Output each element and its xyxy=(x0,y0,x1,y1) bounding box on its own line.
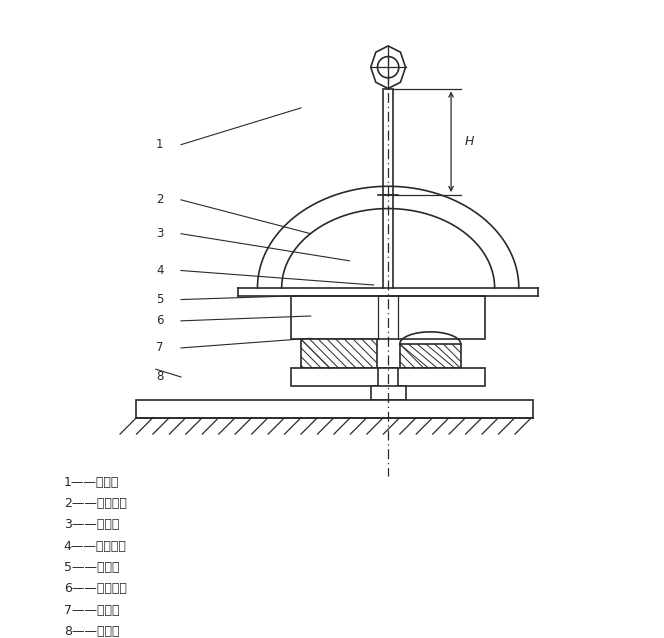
Bar xyxy=(383,89,393,195)
Text: 3: 3 xyxy=(156,227,163,241)
Bar xyxy=(378,368,398,396)
Bar xyxy=(371,386,406,400)
Text: 3——头模；: 3——头模； xyxy=(64,518,120,531)
Text: 8——基座。: 8——基座。 xyxy=(64,625,120,638)
Text: H: H xyxy=(465,135,474,148)
Text: 4——过渡轴；: 4——过渡轴； xyxy=(64,540,127,553)
Text: 2: 2 xyxy=(156,193,163,206)
Text: 8: 8 xyxy=(156,371,163,383)
Bar xyxy=(291,295,485,339)
Text: 2——安全帽；: 2——安全帽； xyxy=(64,497,127,510)
Bar xyxy=(301,339,376,368)
Bar xyxy=(291,368,485,386)
Text: 4: 4 xyxy=(156,264,163,277)
Bar xyxy=(137,400,533,418)
Text: 7——底座；: 7——底座； xyxy=(64,604,120,616)
Text: 1——落锤；: 1——落锤； xyxy=(64,476,120,489)
Text: 5: 5 xyxy=(156,293,163,306)
Text: 6: 6 xyxy=(156,315,163,327)
Text: 5——支架；: 5——支架； xyxy=(64,561,120,574)
Bar xyxy=(400,344,461,368)
Text: 6——传感器；: 6——传感器； xyxy=(64,582,127,595)
Text: 1: 1 xyxy=(156,138,163,151)
Text: 7: 7 xyxy=(156,341,163,355)
